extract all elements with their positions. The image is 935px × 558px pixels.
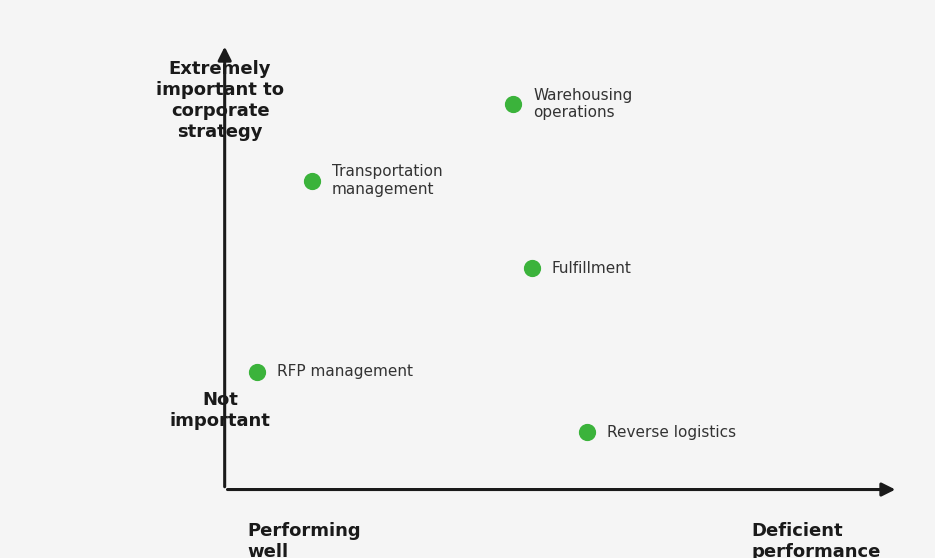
Text: Not
important: Not important bbox=[169, 391, 270, 430]
Point bbox=[304, 176, 319, 185]
Point bbox=[525, 263, 539, 272]
Text: Performing
well: Performing well bbox=[248, 522, 361, 558]
Text: Transportation
management: Transportation management bbox=[332, 165, 442, 197]
Text: Deficient
performance: Deficient performance bbox=[752, 522, 881, 558]
Point bbox=[579, 427, 594, 436]
Text: Reverse logistics: Reverse logistics bbox=[607, 425, 736, 440]
Point bbox=[506, 99, 521, 108]
Point bbox=[250, 368, 265, 377]
Text: RFP management: RFP management bbox=[277, 364, 413, 379]
Text: Warehousing
operations: Warehousing operations bbox=[534, 88, 633, 120]
Text: Fulfillment: Fulfillment bbox=[552, 261, 632, 276]
Text: Extremely
important to
corporate
strategy: Extremely important to corporate strateg… bbox=[156, 60, 284, 141]
